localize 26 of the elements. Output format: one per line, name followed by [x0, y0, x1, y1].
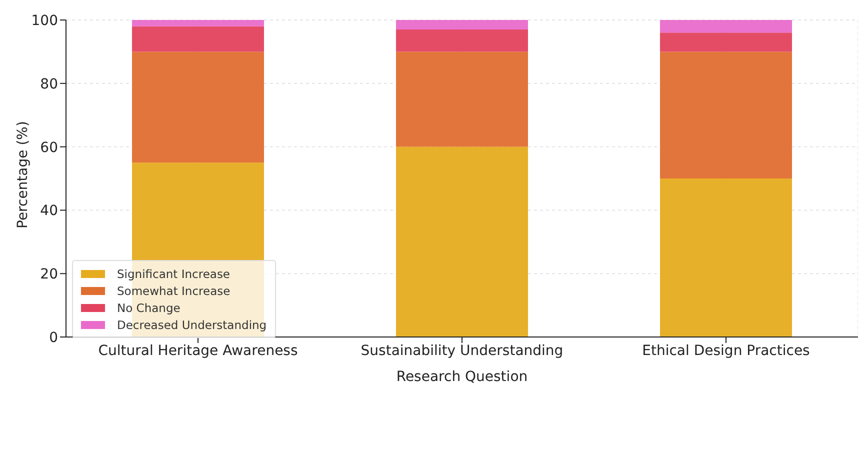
bar: [396, 146, 528, 337]
bar: [660, 32, 792, 52]
bar: [660, 20, 792, 33]
bar: [660, 52, 792, 178]
bar: [396, 30, 528, 52]
legend-label: Decreased Understanding: [117, 318, 267, 332]
y-tick-label: 40: [40, 203, 58, 220]
x-tick-label: Ethical Design Practices: [642, 342, 810, 359]
bar: [132, 52, 264, 163]
legend-label: Somewhat Increase: [117, 284, 230, 298]
y-tick-label: 80: [40, 76, 58, 92]
bar: [660, 178, 792, 337]
y-tick-label: 20: [40, 266, 58, 283]
y-tick-label: 60: [40, 140, 58, 156]
legend-label: Significant Increase: [117, 266, 230, 280]
x-tick-label: Sustainability Understanding: [360, 342, 564, 359]
y-axis-title: Percentage (%): [14, 121, 31, 228]
x-axis-title: Research Question: [396, 369, 528, 385]
bar: [132, 26, 264, 52]
bar: [396, 20, 528, 30]
legend-label: No Change: [117, 300, 180, 314]
y-tick-label: 0: [49, 330, 58, 346]
bar: [396, 52, 528, 147]
y-tick-label: 100: [31, 12, 58, 29]
x-tick-label: Cultural Heritage Awareness: [98, 342, 298, 359]
bar: [132, 20, 264, 26]
